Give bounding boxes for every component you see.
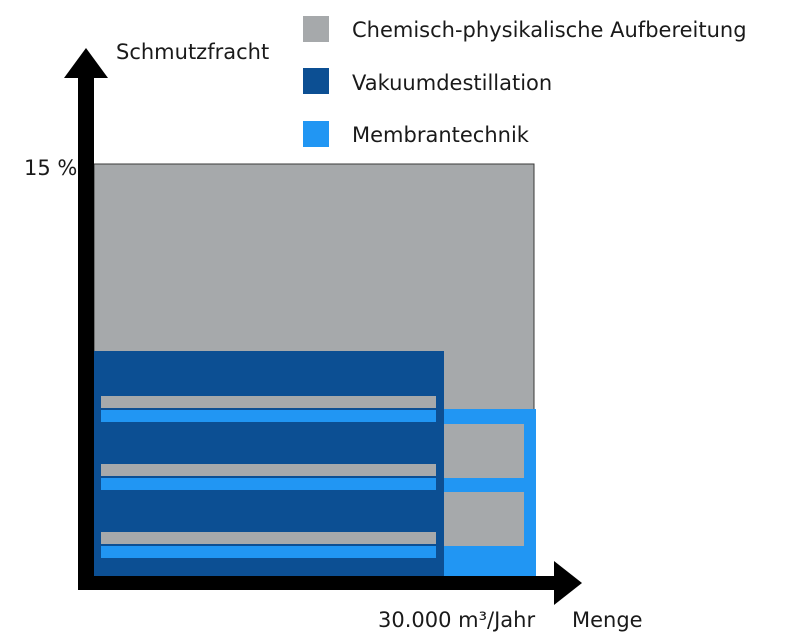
legend-label-membran: Membrantechnik — [352, 123, 529, 147]
y-axis-label: Schmutzfracht — [116, 40, 270, 64]
legend-label-vakuum: Vakuumdestillation — [352, 71, 553, 95]
y-axis-tick-max: 15 % — [24, 156, 78, 180]
vakuum-stripe-gray-2 — [101, 464, 436, 476]
membrantechnik-gray-insert-upper — [444, 424, 524, 478]
x-axis-arrowhead — [554, 561, 582, 605]
legend-swatch-chemisch — [303, 16, 329, 42]
vakuum-stripe-gray-3 — [101, 532, 436, 544]
legend-label-chemisch: Chemisch-physikalische Aufbereitung — [352, 18, 747, 42]
y-axis-arrowhead — [64, 48, 108, 78]
x-axis-tick-max: 30.000 m³/Jahr — [378, 608, 536, 632]
vakuum-stripe-blue-3 — [101, 546, 436, 558]
legend-swatch-vakuum — [303, 68, 329, 94]
x-axis-line — [78, 576, 558, 590]
x-axis-label: Menge — [572, 608, 643, 632]
vakuum-stripe-gray-1 — [101, 396, 436, 408]
legend-swatch-membran — [303, 121, 329, 147]
membrantechnik-gray-insert-lower — [444, 492, 524, 546]
vakuum-stripe-blue-1 — [101, 410, 436, 422]
y-axis-line — [78, 76, 94, 590]
vakuum-stripe-blue-2 — [101, 478, 436, 490]
